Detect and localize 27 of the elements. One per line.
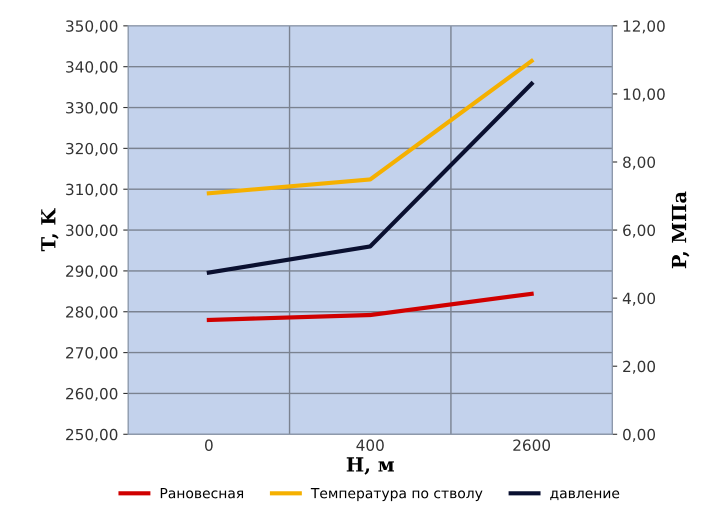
- y2-tick-label: 0,00: [623, 428, 656, 442]
- y-tick-label: 350,00: [66, 20, 118, 34]
- legend-label: Рановесная: [160, 488, 244, 498]
- y-tick-label: 250,00: [66, 428, 118, 442]
- x-tick-label: 400: [356, 439, 384, 451]
- legend-label: давление: [550, 490, 620, 500]
- y-tick-label: 280,00: [66, 306, 118, 320]
- y-tick-label: 320,00: [66, 142, 118, 156]
- y2-tick-label: 2,00: [623, 360, 656, 374]
- y-tick-label: 340,00: [66, 61, 118, 74]
- y-tick-label: 330,00: [66, 102, 118, 116]
- x-tick-label: 0: [205, 439, 213, 451]
- y2-tick-label: 12,00: [624, 20, 665, 34]
- x-axis-title: H, м: [346, 457, 394, 475]
- y-tick-label: 260,00: [66, 388, 118, 402]
- y-tick-label: 310,00: [66, 184, 118, 197]
- y-tick-label: 270,00: [66, 347, 118, 360]
- x-tick-label: 2600: [513, 439, 550, 451]
- y2-tick-label: 8,00: [623, 156, 656, 170]
- y-axis-title: T, K: [41, 208, 59, 252]
- y-tick-label: 290,00: [66, 265, 118, 278]
- y2-tick-label: 4,00: [622, 292, 656, 306]
- legend-label: Температура по стволу: [310, 488, 482, 502]
- y-tick-label: 300,00: [66, 224, 118, 238]
- y2-tick-label: 6,00: [623, 224, 656, 238]
- y2-tick-label: 10,00: [624, 88, 665, 102]
- y2-axis-title: P, МПа: [672, 191, 690, 268]
